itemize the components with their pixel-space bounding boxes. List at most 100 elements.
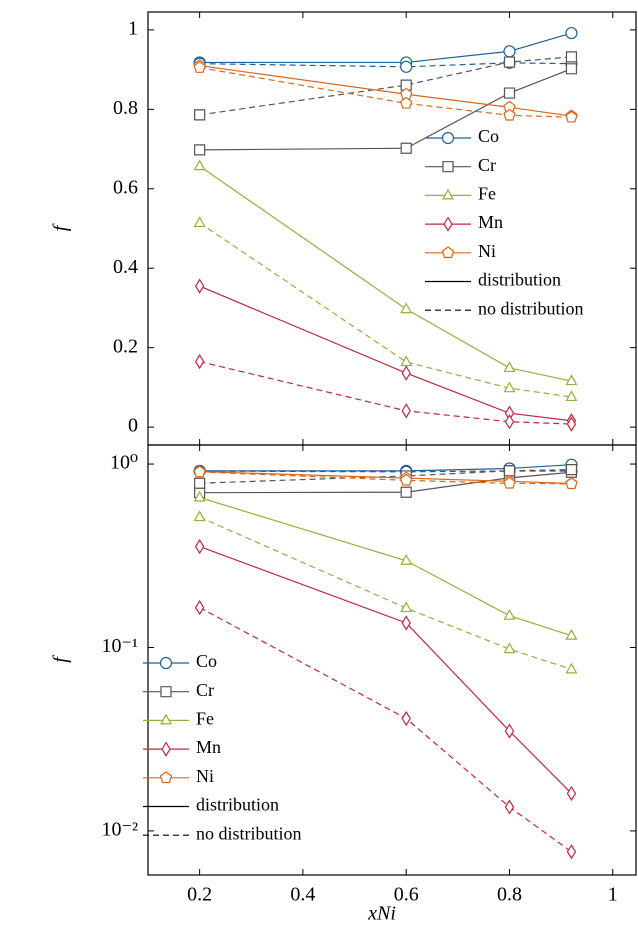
series-line: [199, 165, 572, 382]
y-tick-label: 0.2: [113, 335, 138, 357]
series-line: [199, 469, 572, 484]
marker: [194, 538, 205, 555]
marker: [193, 216, 206, 228]
x-axis-label: xNi: [367, 903, 396, 925]
series-line: [199, 470, 572, 473]
legend-marker: [441, 188, 455, 200]
series-line: [199, 56, 572, 116]
y-tick-label: 10⁰: [110, 452, 138, 474]
legend-label: Ni: [196, 766, 214, 786]
marker: [193, 465, 206, 478]
legend-label: Fe: [478, 184, 496, 204]
marker: [565, 464, 578, 476]
marker: [565, 662, 578, 674]
x-tick-label: 0.8: [497, 884, 522, 906]
marker: [400, 554, 413, 565]
x-tick-label: 0.6: [394, 884, 419, 906]
marker: [193, 61, 206, 73]
marker: [565, 26, 578, 40]
marker: [400, 60, 413, 73]
marker: [503, 381, 516, 393]
marker: [566, 844, 577, 860]
marker: [401, 710, 411, 727]
marker: [503, 108, 516, 121]
marker: [503, 361, 516, 373]
marker: [503, 87, 516, 99]
marker: [193, 510, 206, 522]
marker: [193, 159, 206, 171]
series-line: [199, 32, 572, 64]
marker: [503, 45, 516, 58]
series-line: [199, 67, 572, 118]
legend-marker: [161, 741, 171, 757]
marker: [194, 109, 206, 121]
series-line: [199, 496, 572, 637]
legend-label: Cr: [196, 680, 214, 700]
marker: [399, 473, 413, 486]
legend-label: no distribution: [196, 823, 302, 843]
marker: [503, 476, 516, 489]
marker: [566, 785, 577, 802]
y-tick-label: 10⁻²: [101, 819, 138, 841]
y-tick-label: 0: [128, 415, 138, 437]
marker: [503, 56, 516, 68]
series-line: [199, 68, 572, 151]
marker: [194, 477, 206, 489]
legend-label: Co: [196, 651, 217, 671]
x-tick-label: 1: [608, 884, 618, 906]
legend-label: Co: [478, 126, 499, 146]
series-line: [199, 516, 572, 670]
legend-marker: [442, 161, 454, 173]
y-tick-label: 1: [128, 17, 138, 39]
marker: [565, 110, 578, 123]
marker: [401, 365, 411, 381]
marker: [565, 63, 578, 75]
marker: [566, 416, 577, 432]
marker: [400, 302, 413, 314]
legend-label: Fe: [196, 709, 214, 729]
series-line: [199, 470, 572, 485]
marker: [400, 79, 412, 91]
marker: [400, 355, 413, 367]
marker: [194, 353, 205, 370]
y-tick-label: 0.4: [113, 256, 138, 278]
marker: [565, 390, 578, 402]
series-line: [199, 471, 572, 485]
marker: [194, 278, 205, 294]
y-axis-label: f: [50, 655, 72, 663]
marker: [399, 96, 413, 109]
y-tick-label: 10⁻¹: [101, 635, 138, 657]
legend-label: no distribution: [478, 298, 584, 318]
y-tick-label: 0.6: [113, 176, 138, 198]
marker: [400, 486, 412, 498]
marker: [503, 608, 516, 620]
marker: [400, 601, 413, 613]
marker: [194, 599, 205, 616]
marker: [503, 642, 516, 654]
legend-label: Mn: [196, 737, 221, 757]
series-line: [199, 607, 572, 853]
marker: [503, 465, 516, 477]
series-line: [199, 464, 572, 472]
y-axis-label: f: [50, 223, 72, 231]
x-tick-label: 0.2: [187, 884, 212, 906]
series-line: [199, 65, 572, 117]
legend-label: distribution: [478, 270, 561, 290]
legend-marker: [441, 131, 455, 145]
legend-label: distribution: [196, 795, 279, 815]
series-line: [199, 545, 572, 794]
marker: [193, 490, 206, 502]
marker: [194, 144, 206, 156]
legend-marker: [159, 713, 173, 725]
marker: [504, 414, 515, 430]
marker: [400, 142, 412, 154]
marker: [565, 628, 578, 640]
marker: [565, 477, 578, 490]
plot-frame: [147, 11, 637, 446]
series-line: [199, 285, 572, 422]
legend-label: Ni: [478, 241, 496, 261]
marker: [504, 723, 515, 739]
legend-marker: [443, 216, 453, 232]
series-line: [199, 471, 572, 494]
